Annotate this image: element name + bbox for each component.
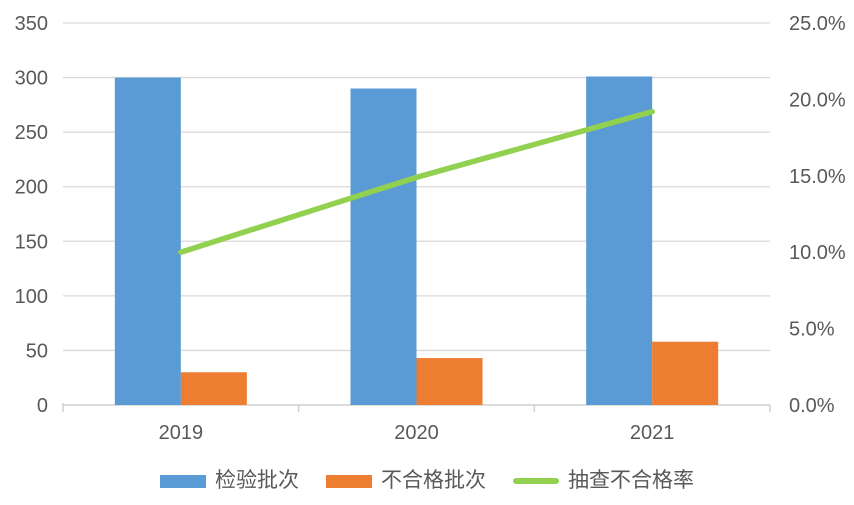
x-axis-category-label: 2021 (630, 422, 675, 444)
left-axis-tick-label: 250 (15, 122, 48, 144)
bar-failed-batches-2019 (180, 372, 247, 405)
chart-legend: 检验批次 不合格批次 抽查不合格率 (0, 468, 854, 494)
legend-swatch-inspection-batches (160, 474, 206, 488)
right-axis-tick-label: 10.0% (789, 242, 846, 264)
right-axis-tick-label: 0.0% (789, 395, 835, 417)
right-axis-tick-label: 25.0% (789, 13, 846, 35)
legend-label-failed-batches: 不合格批次 (381, 469, 486, 492)
left-axis-tick-label: 100 (15, 286, 48, 308)
right-axis-tick-label: 15.0% (789, 166, 846, 188)
bar-failed-batches-2021 (652, 341, 719, 405)
failure-rate-line (178, 108, 655, 255)
legend-label-inspection-batches: 检验批次 (215, 469, 299, 492)
left-axis-tick-label: 150 (15, 231, 48, 253)
left-axis-tick-label: 350 (15, 13, 48, 35)
legend-swatch-failure-rate-line (513, 478, 559, 484)
legend-item-failure-rate: 抽查不合格率 (513, 468, 694, 494)
right-axis-tick-label: 20.0% (789, 89, 846, 111)
left-axis-tick-label: 0 (37, 395, 48, 417)
x-axis-category-label: 2020 (394, 422, 439, 444)
bar-inspection-batches-2021 (586, 76, 653, 405)
left-axis-tick-label: 200 (15, 177, 48, 199)
bar-inspection-batches-2019 (114, 77, 181, 406)
legend-item-inspection-batches: 检验批次 (160, 468, 299, 494)
legend-item-failed-batches: 不合格批次 (326, 468, 486, 494)
right-axis-tick-label: 5.0% (789, 319, 835, 341)
legend-label-failure-rate: 抽查不合格率 (568, 469, 694, 492)
legend-swatch-failed-batches (326, 474, 372, 488)
bar-failed-batches-2020 (416, 358, 483, 405)
bar-inspection-batches-2020 (350, 88, 417, 405)
left-axis-tick-label: 50 (26, 340, 48, 362)
left-axis-tick-label: 300 (15, 68, 48, 90)
x-axis-category-label: 2019 (159, 422, 204, 444)
